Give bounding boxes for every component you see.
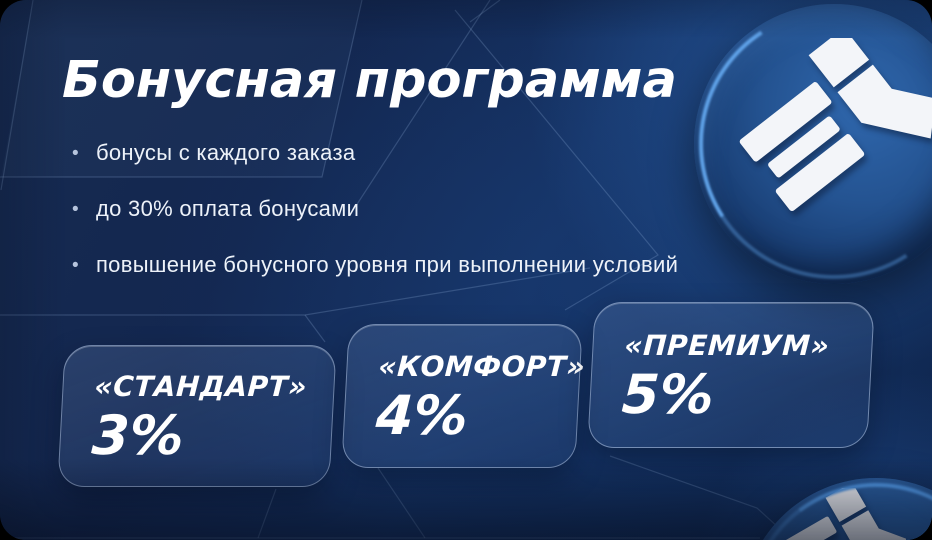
list-item: • до 30% оплата бонусами [72, 198, 678, 222]
page-title: Бонусная программа [62, 51, 677, 110]
tier-card-premium: «ПРЕМИУМ» 5% [587, 302, 875, 448]
brand-coin-logo-icon [739, 38, 932, 212]
bullet-text: бонусы с каждого заказа [95, 140, 356, 165]
bullet-text: повышение бонусного уровня при выполнени… [95, 252, 679, 277]
bullet-text: до 30% оплата бонусами [95, 196, 360, 221]
brand-coin-logo-icon [770, 488, 906, 540]
tier-card-standard: «СТАНДАРТ» 3% [57, 345, 337, 487]
list-item: • повышение бонусного уровня при выполне… [72, 254, 678, 278]
bullet-icon: • [72, 143, 79, 164]
brand-coin-bottom [742, 478, 932, 540]
tier-name: «КОМФОРТ» [377, 350, 587, 384]
brand-coin-top [694, 4, 932, 284]
tier-value: 4% [374, 384, 470, 448]
tier-card-comfort: «КОМФОРТ» 4% [341, 324, 587, 468]
benefits-list: • бонусы с каждого заказа • до 30% оплат… [72, 142, 678, 310]
tier-name: «СТАНДАРТ» [93, 370, 308, 404]
tier-value: 5% [620, 363, 716, 427]
bullet-icon: • [72, 255, 79, 276]
bullet-icon: • [72, 199, 79, 220]
list-item: • бонусы с каждого заказа [72, 142, 678, 166]
tier-name: «ПРЕМИУМ» [623, 329, 831, 363]
tier-value: 3% [90, 404, 186, 468]
